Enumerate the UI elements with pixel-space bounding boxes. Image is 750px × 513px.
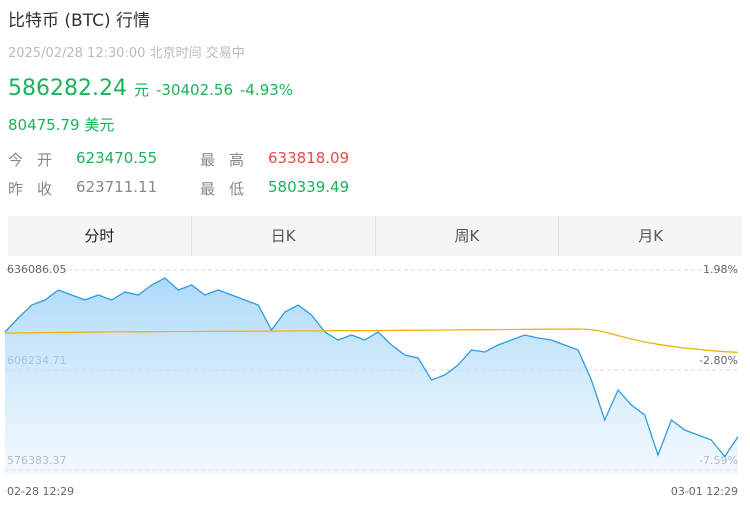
stat-label: 昨收	[8, 180, 67, 198]
stat-value: 580339.49	[268, 178, 350, 196]
price-area	[5, 278, 738, 474]
tab[interactable]: 分时	[8, 216, 192, 256]
title: 比特币 (BTC) 行情	[8, 11, 150, 31]
tab[interactable]: 周K	[376, 216, 560, 256]
x-tick-label: 02-28 12:29	[7, 485, 74, 498]
stat-label: 最低	[200, 180, 259, 198]
unit: 元	[133, 81, 149, 99]
change: -30402.56	[156, 81, 233, 99]
stat-value: 623711.11	[76, 178, 158, 196]
stat-value: 633818.09	[268, 149, 350, 167]
y2-tick-label: 1.98%	[703, 263, 738, 276]
stat-value: 623470.55	[76, 149, 158, 167]
chart: 636086.05606234.71576383.371.98%-2.80%-7…	[4, 263, 739, 498]
subtitle: 2025/02/28 12:30:00 北京时间 交易中	[8, 46, 245, 61]
price: 586282.24	[8, 76, 127, 101]
price-row: 586282.24 元 -30402.56 -4.93%	[8, 76, 293, 101]
tab-bar: 分时 日K 周K 月K	[8, 216, 742, 256]
price-line	[4, 277, 739, 458]
tab[interactable]: 月K	[638, 227, 664, 245]
tab[interactable]: 日K	[192, 216, 376, 256]
stat-label: 今开	[8, 151, 67, 169]
change-pct: -4.93%	[240, 81, 294, 99]
x-tick-label: 03-01 12:29	[671, 485, 738, 498]
average-line	[4, 328, 739, 354]
stat-label: 最高	[200, 151, 259, 169]
y-tick-label: 636086.05	[7, 263, 67, 276]
usd: 80475.79 美元	[8, 116, 115, 134]
y2-tick-label: -2.80%	[699, 354, 738, 367]
